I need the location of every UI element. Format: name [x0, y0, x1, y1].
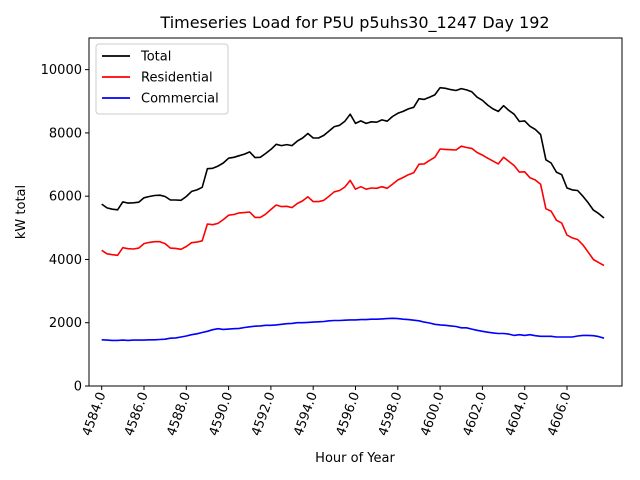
y-tick-label: 0	[74, 380, 82, 395]
legend-label-commercial: Commercial	[141, 92, 219, 107]
y-tick-label: 2000	[49, 316, 82, 331]
y-axis: 0 2000 4000 6000 8000 10000	[41, 63, 89, 395]
y-tick-label: 8000	[49, 126, 82, 141]
y-tick-label: 6000	[49, 190, 82, 205]
legend-label-total: Total	[140, 50, 171, 65]
legend-label-residential: Residential	[141, 71, 213, 86]
x-axis-title: Hour of Year	[315, 451, 395, 466]
series-line-residential	[101, 145, 605, 267]
y-tick-label: 4000	[49, 253, 82, 268]
legend-box	[95, 43, 229, 115]
legend: Total Residential Commercial	[95, 43, 229, 115]
y-axis-title: kW total	[14, 185, 29, 239]
series-line-total	[101, 86, 605, 219]
chart-title: Timeseries Load for P5U p5uhs30_1247 Day…	[159, 13, 549, 33]
series-line-commercial	[101, 317, 605, 342]
series-layer	[101, 86, 605, 342]
y-tick-label: 10000	[41, 63, 82, 78]
